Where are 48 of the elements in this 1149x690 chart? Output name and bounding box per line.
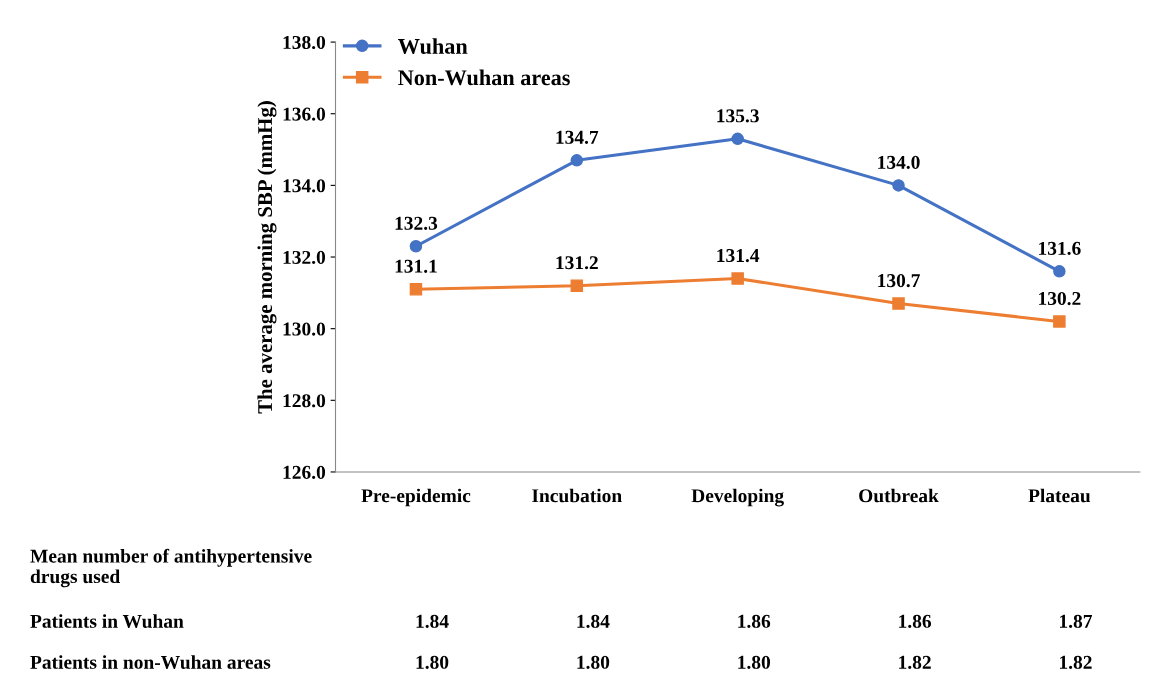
x-tick-label: Incubation: [532, 488, 622, 503]
x-tick-label: Pre-epidemic: [361, 488, 471, 507]
text: 1.82: [1060, 655, 1092, 669]
text: 1.86: [899, 614, 932, 628]
point: [892, 297, 905, 310]
data-label: 135.3: [717, 109, 759, 123]
legend-label: Wuhan: [398, 38, 468, 54]
point: [1053, 315, 1066, 328]
y-tick-label: 138.0: [283, 35, 326, 50]
data-label: 131.6: [1039, 241, 1081, 255]
point: [1053, 265, 1066, 278]
text: Patients in non-Wuhan areas: [30, 655, 271, 669]
y-tick-label: 128.0: [283, 394, 326, 408]
legend-label: Non-Wuhan areas: [398, 69, 570, 86]
text: Patients in Wuhan: [30, 614, 184, 628]
text: 1.80: [577, 655, 610, 669]
data-label: 131.2: [556, 256, 598, 270]
point: [409, 283, 423, 296]
text: 1.80: [738, 655, 771, 669]
text: 1.80: [416, 655, 449, 669]
point: [731, 272, 744, 285]
point: [892, 179, 905, 192]
text: 1.82: [899, 655, 931, 669]
data-label: 134.7: [556, 130, 599, 144]
data-label: 132.3: [395, 216, 438, 230]
text: 1.87: [1060, 614, 1092, 628]
y-tick-label: 134.0: [283, 179, 326, 193]
x-tick-label: Outbreak: [859, 488, 939, 503]
data-label: 131.4: [717, 249, 760, 263]
data-label: 130.2: [1039, 291, 1081, 306]
data-label: 134.0: [878, 155, 920, 170]
x-tick-label: Plateau: [1028, 488, 1091, 503]
text: 1.86: [738, 614, 771, 628]
text: Mean number of antihypertensive drugs used: [30, 548, 312, 588]
text: 1.84: [577, 614, 610, 628]
text: 1.84: [416, 614, 449, 628]
y-tick-label: 126.0: [283, 465, 326, 479]
point: [409, 240, 423, 253]
y-tick-label: 136.0: [283, 107, 326, 121]
data-label: 130.7: [878, 274, 920, 288]
data-label: 131.1: [395, 259, 437, 273]
point: [570, 154, 584, 167]
y-tick-label: 132.0: [283, 250, 326, 265]
point: [570, 279, 584, 292]
y-tick-label: 130.0: [283, 322, 326, 336]
y-axis-title: The average morning SBP (mmHg): [257, 101, 277, 414]
point: [731, 132, 744, 146]
x-tick-label: Developing: [691, 488, 784, 507]
